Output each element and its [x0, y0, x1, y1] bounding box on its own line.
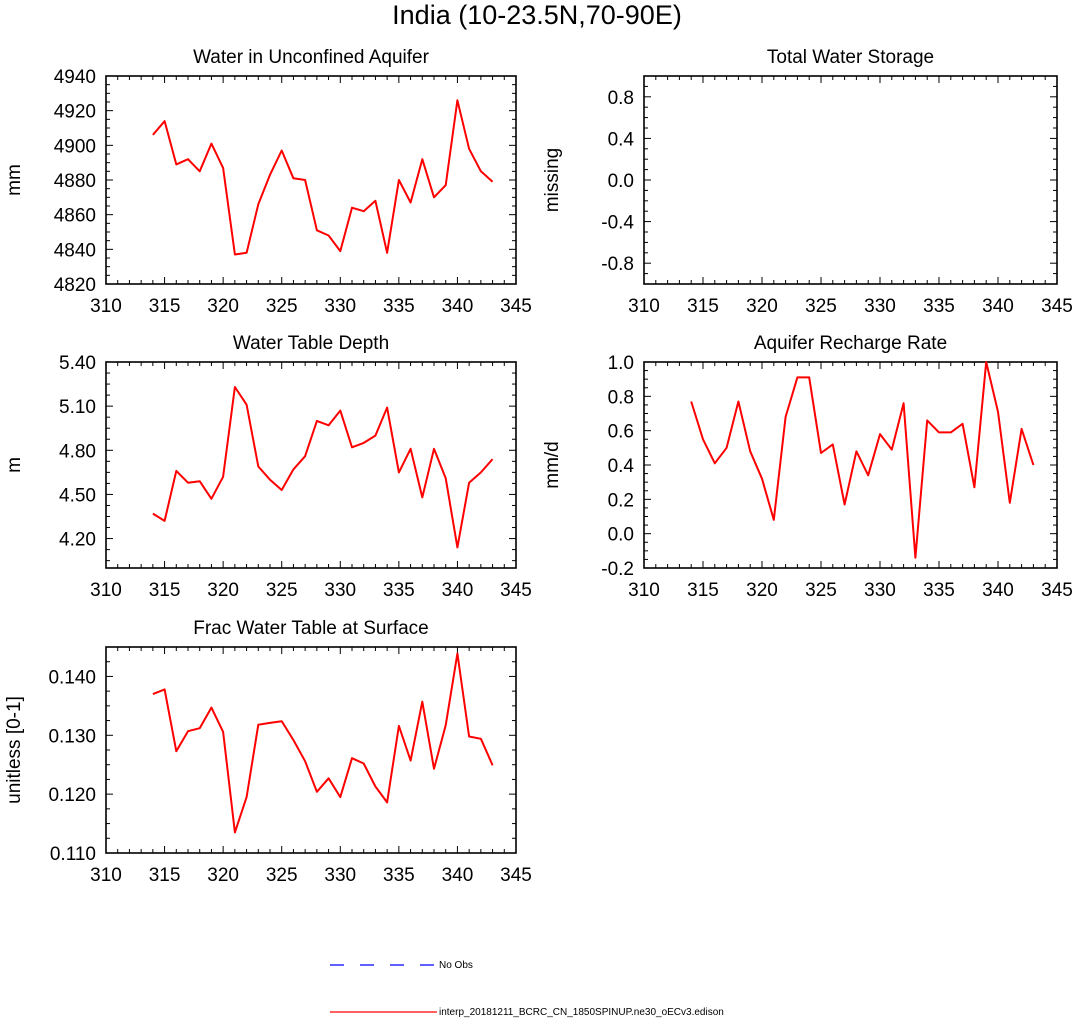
y-tick-label: 5.40: [59, 353, 96, 374]
x-tick-label: 320: [207, 865, 239, 886]
y-tick-label: 1.0: [608, 353, 634, 374]
panel-aquifer-recharge-rate: Aquifer Recharge Rate 310 315 320 325 330 335 3…: [542, 333, 1073, 601]
plot-frame: [643, 75, 1058, 285]
x-tick-label: 325: [266, 865, 298, 886]
panel-frac-water-table-at-surface: Frac Water Table at Surface 310 315 320 325 3…: [4, 618, 532, 886]
legend-obs-label: No Obs: [439, 960, 473, 971]
x-tick-label: 335: [923, 296, 955, 317]
x-tick-label: 340: [442, 865, 474, 886]
y-tick-label: 0.140: [48, 667, 96, 688]
x-tick-label: 330: [324, 580, 356, 601]
y-tick-label: -0.2: [601, 559, 634, 580]
x-tick-label: 345: [500, 296, 532, 317]
x-tick-label: 315: [149, 296, 181, 317]
y-tick-label: 4880: [54, 171, 96, 192]
plot-frame: [105, 75, 517, 285]
x-tick-label: 345: [1041, 580, 1073, 601]
x-tick-label: 345: [1041, 296, 1073, 317]
y-tick-label: -0.8: [601, 254, 634, 275]
x-tick-label: 335: [383, 580, 415, 601]
legend-model-label: interp_20181211_BCRC_CN_1850SPINUP.ne30_…: [439, 1007, 724, 1018]
x-tick-label: 335: [923, 580, 955, 601]
x-tick-label: 340: [442, 296, 474, 317]
y-tick-label: 0.2: [608, 490, 634, 511]
x-tick-label: 325: [805, 580, 837, 601]
y-tick-label: 0.0: [608, 525, 634, 546]
x-tick-label: 340: [982, 580, 1014, 601]
y-tick-label: 0.8: [608, 88, 634, 109]
y-tick-label: 0.6: [608, 422, 634, 443]
y-axis-label: unitless [0-1]: [4, 696, 25, 804]
panel-water-table-depth: Water Table Depth 310 315 320 325 330 335 340 34…: [4, 333, 532, 601]
x-tick-label: 330: [864, 296, 896, 317]
plot-frame: [643, 361, 1058, 569]
y-tick-label: 4900: [54, 136, 96, 157]
y-axis-label: missing: [542, 148, 563, 212]
x-tick-label: 310: [628, 580, 660, 601]
x-tick-label: 340: [442, 580, 474, 601]
y-tick-label: 0.130: [48, 726, 96, 747]
x-tick-label: 325: [805, 296, 837, 317]
x-tick-label: 310: [628, 296, 660, 317]
x-tick-label: 330: [324, 296, 356, 317]
y-tick-label: 4860: [54, 206, 96, 227]
y-tick-label: 0.4: [608, 456, 635, 477]
y-tick-label: 4820: [54, 275, 96, 296]
x-tick-label: 330: [864, 580, 896, 601]
x-tick-label: 315: [687, 296, 719, 317]
y-tick-label: 4920: [54, 102, 96, 123]
x-tick-label: 315: [687, 580, 719, 601]
y-tick-label: 4840: [54, 240, 96, 261]
panel-title: Water Table Depth: [233, 333, 389, 354]
x-tick-label: 310: [90, 580, 122, 601]
y-tick-label: 4.80: [59, 441, 96, 462]
y-axis-label: m: [4, 457, 25, 473]
x-tick-label: 320: [207, 296, 239, 317]
y-axis-label: mm: [4, 164, 25, 196]
plot-frame: [105, 646, 517, 854]
x-tick-label: 340: [982, 296, 1014, 317]
plot-frame: [105, 361, 517, 569]
y-tick-label: 5.10: [59, 397, 96, 418]
y-tick-label: -0.4: [601, 213, 634, 234]
x-tick-label: 345: [500, 580, 532, 601]
y-tick-label: 4940: [54, 67, 96, 88]
x-tick-label: 320: [207, 580, 239, 601]
x-tick-label: 320: [746, 580, 778, 601]
y-tick-label: 4.20: [59, 530, 96, 551]
legend: No Obs interp_20181211_BCRC_CN_1850SPINU…: [330, 960, 724, 1018]
panel-title: Water in Unconfined Aquifer: [193, 47, 430, 68]
series-line-water-table-depth: [152, 386, 494, 549]
y-tick-label: 4.50: [59, 485, 96, 506]
y-tick-label: 0.120: [48, 785, 96, 806]
series-line-aquifer-recharge-rate: [690, 361, 1035, 559]
y-tick-label: 0.4: [608, 129, 635, 150]
x-tick-label: 325: [266, 580, 298, 601]
x-tick-label: 310: [90, 865, 122, 886]
series-line-frac-water-table-at-surface: [152, 652, 494, 834]
x-tick-label: 335: [383, 865, 415, 886]
panel-title: Frac Water Table at Surface: [193, 618, 429, 639]
x-tick-label: 315: [149, 580, 181, 601]
x-tick-label: 335: [383, 296, 415, 317]
x-tick-label: 325: [266, 296, 298, 317]
x-tick-label: 315: [149, 865, 181, 886]
figure-title: India (10-23.5N,70-90E): [392, 0, 682, 30]
panel-total-water-storage: Total Water Storage 310 315 320 325 330 335 340…: [542, 47, 1073, 317]
x-tick-label: 330: [324, 865, 356, 886]
y-tick-label: 0.0: [608, 171, 634, 192]
panel-title: Total Water Storage: [767, 47, 934, 68]
x-tick-label: 345: [500, 865, 532, 886]
y-tick-label: 0.8: [608, 387, 634, 408]
panel-water-in-unconfined-aquifer: Water in Unconfined Aquifer 310 315 320 325 3…: [4, 47, 532, 317]
series-line-water-in-unconfined-aquifer: [152, 99, 494, 256]
x-tick-label: 310: [90, 296, 122, 317]
x-tick-label: 320: [746, 296, 778, 317]
y-tick-label: 0.110: [50, 844, 96, 865]
y-axis-label: mm/d: [542, 441, 563, 489]
panel-title: Aquifer Recharge Rate: [754, 333, 947, 354]
